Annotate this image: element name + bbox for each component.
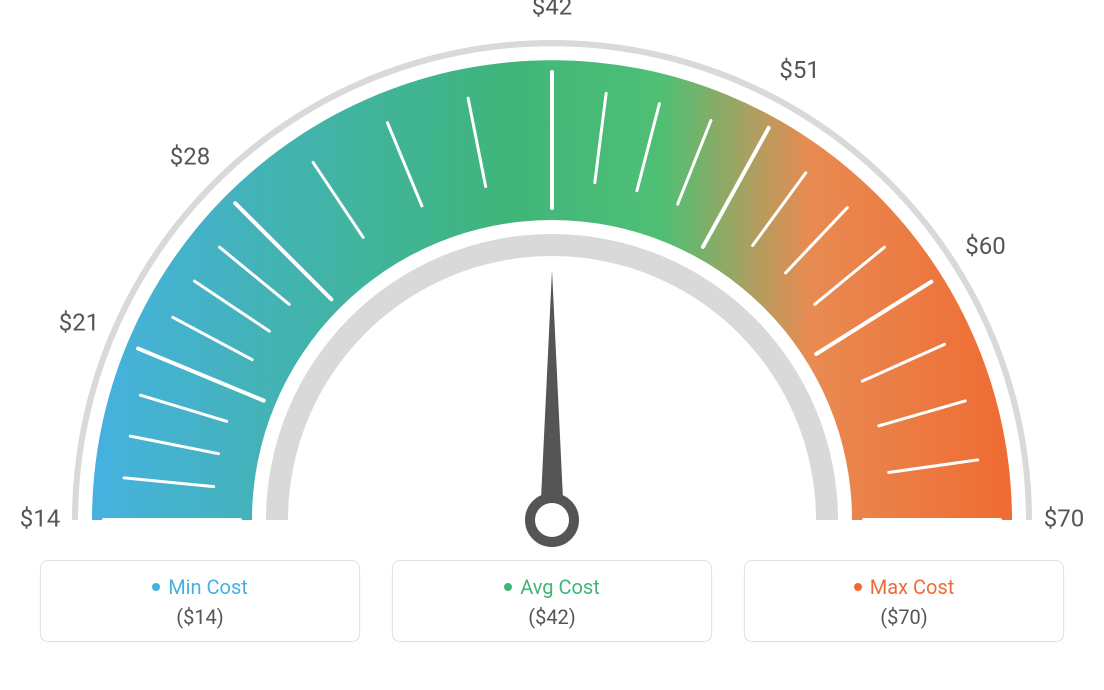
gauge-tick-label: $28 — [170, 142, 210, 170]
gauge-tick-label: $21 — [59, 308, 99, 336]
legend-card-min: Min Cost ($14) — [40, 560, 360, 642]
legend-row: Min Cost ($14) Avg Cost ($42) Max Cost (… — [0, 560, 1104, 642]
legend-value-min: ($14) — [41, 605, 359, 629]
legend-dot-min — [152, 583, 160, 591]
legend-dot-avg — [504, 583, 512, 591]
gauge-tick-label: $42 — [532, 0, 572, 20]
gauge-hub — [530, 498, 574, 542]
legend-dot-max — [854, 583, 862, 591]
gauge-chart: $14 $21 $28 $42 $51 $60 $70 — [0, 0, 1104, 560]
legend-label-max: Max Cost — [870, 575, 955, 599]
gauge-tick-label: $60 — [965, 232, 1005, 260]
legend-value-max: ($70) — [745, 605, 1063, 629]
legend-card-avg: Avg Cost ($42) — [392, 560, 712, 642]
legend-label-avg: Avg Cost — [520, 575, 600, 599]
gauge-needle — [540, 270, 564, 520]
gauge-tick-label: $70 — [1044, 504, 1084, 532]
gauge-tick-label: $51 — [779, 56, 819, 84]
legend-value-avg: ($42) — [393, 605, 711, 629]
gauge-svg: $14 $21 $28 $42 $51 $60 $70 — [0, 0, 1104, 560]
legend-card-max: Max Cost ($70) — [744, 560, 1064, 642]
gauge-tick-label: $14 — [20, 504, 60, 532]
legend-label-min: Min Cost — [168, 575, 248, 599]
